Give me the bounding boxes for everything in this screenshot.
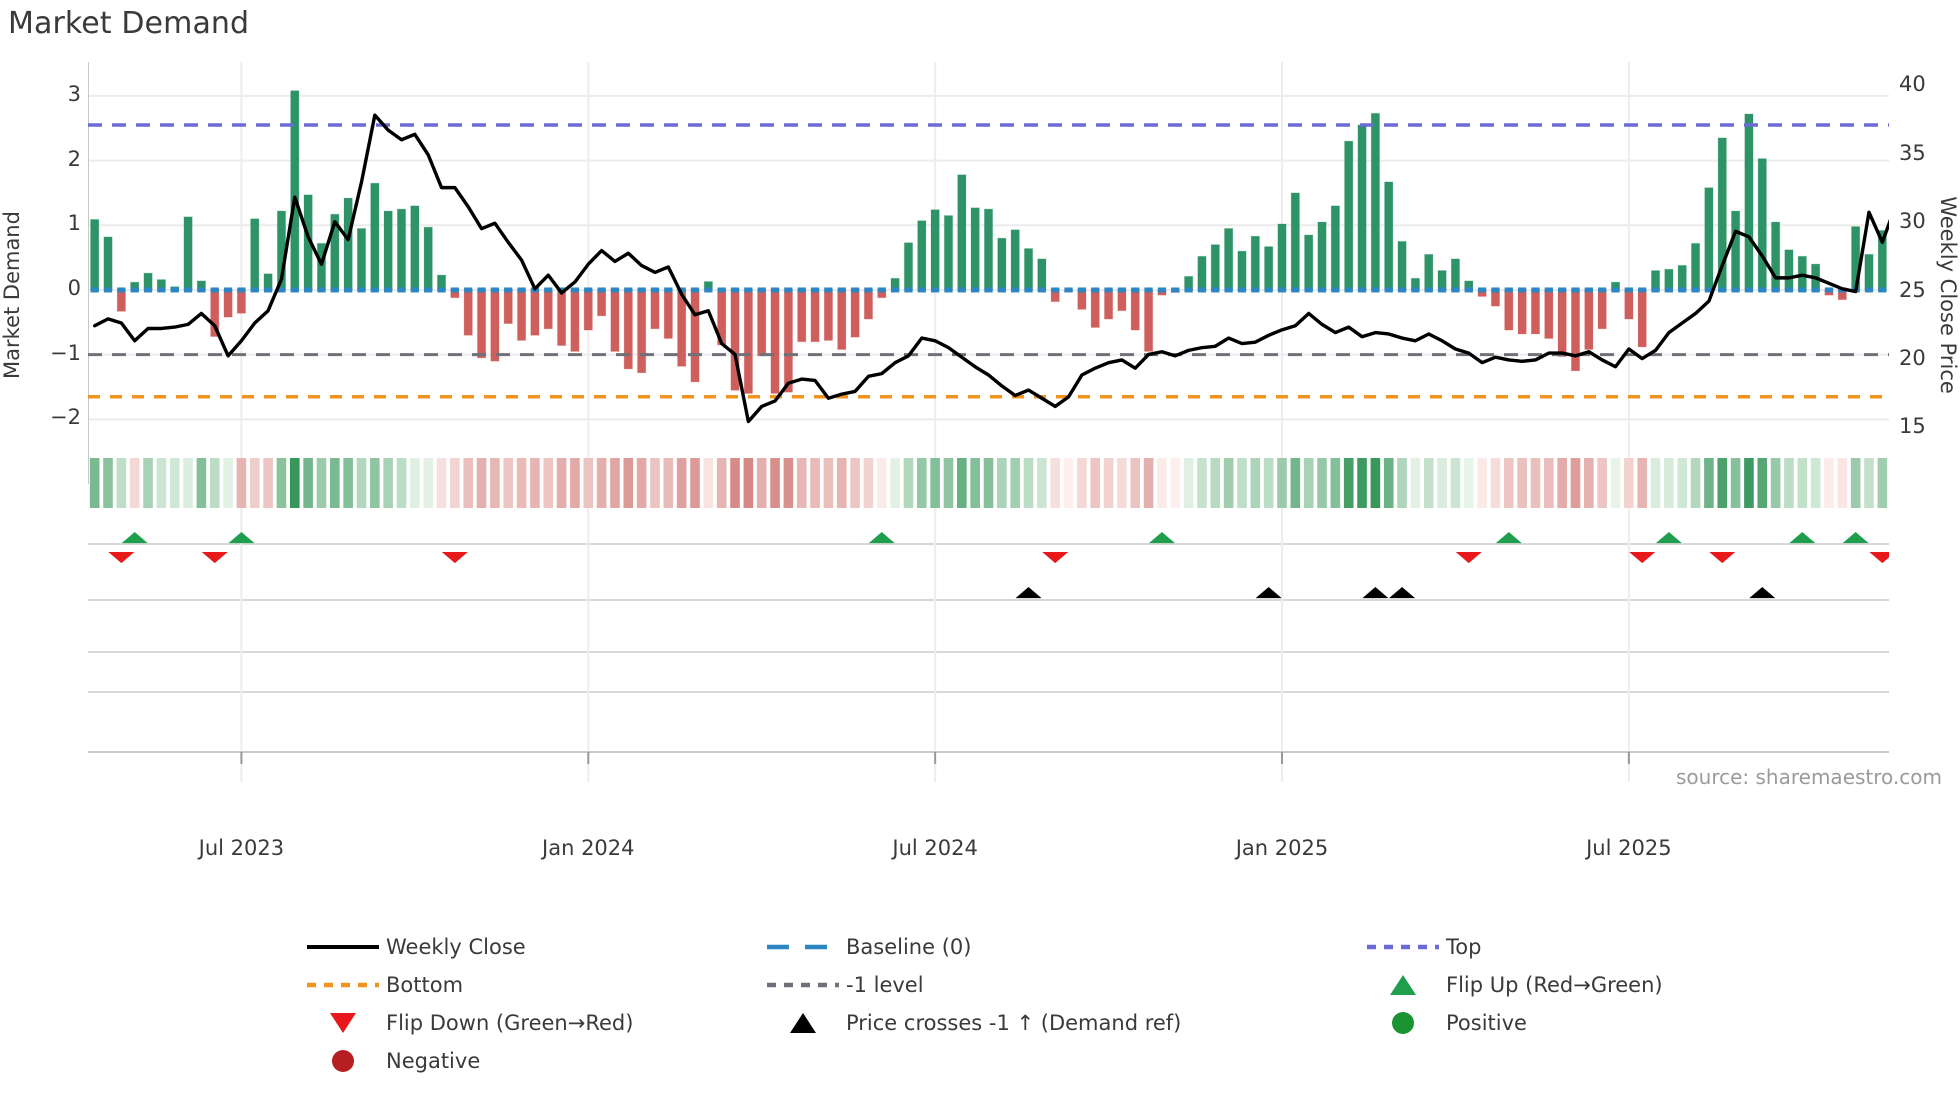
legend-entry[interactable]: Negative (300, 1042, 760, 1080)
legend-label: Weekly Close (386, 935, 526, 959)
y-axis-left-tick: −1 (50, 340, 81, 365)
legend-label: Flip Up (Red→Green) (1446, 973, 1663, 997)
y-axis-right-tick: 40 (1899, 72, 1926, 97)
chart-plot-area (88, 62, 1889, 824)
y-axis-right-tick: 35 (1899, 140, 1926, 165)
legend-label: Bottom (386, 973, 464, 997)
y-axis-left-tick: 2 (67, 146, 81, 171)
dot-icon (300, 1050, 386, 1072)
legend-entry[interactable]: -1 level (760, 966, 1360, 1004)
dotted-line-icon (1360, 941, 1446, 953)
legend-label: Positive (1446, 1011, 1527, 1035)
dotted-line-icon (760, 979, 846, 991)
weekly-close-line (92, 113, 1889, 424)
demand-heatmap-strip (89, 458, 1888, 508)
dashed-line-icon (760, 941, 846, 953)
y-axis-left-tick: 0 (67, 275, 81, 300)
triangle-up-icon (760, 1013, 846, 1033)
legend-entry[interactable]: Weekly Close (300, 928, 760, 966)
dot-icon (1360, 1012, 1446, 1034)
legend-label: Flip Down (Green→Red) (386, 1011, 634, 1035)
solid-line-icon (300, 945, 386, 949)
signal-markers (108, 532, 1889, 599)
legend-entry[interactable]: Positive (1360, 1004, 1700, 1042)
y-axis-left-tick: −2 (50, 405, 81, 430)
chart-legend: Weekly Close Baseline (0) Top Bottom -1 leve… (300, 928, 1700, 1080)
triangle-down-icon (300, 1013, 386, 1033)
legend-entry[interactable]: Bottom (300, 966, 760, 1004)
demand-bars (90, 90, 1887, 394)
page-title: Market Demand (8, 6, 250, 41)
y-axis-right-tick: 25 (1899, 277, 1926, 302)
x-axis-tick: Jan 2024 (542, 836, 635, 860)
y-axis-right-tick: 20 (1899, 345, 1926, 370)
legend-entry[interactable]: Flip Down (Green→Red) (300, 1004, 760, 1042)
legend-label: Price crosses -1 ↑ (Demand ref) (846, 1011, 1182, 1035)
y-axis-right-tick: 30 (1899, 209, 1926, 234)
legend-label: Baseline (0) (846, 935, 972, 959)
legend-entry[interactable]: Top (1360, 928, 1700, 966)
y-axis-left-tick: 3 (67, 81, 81, 106)
legend-label: -1 level (846, 973, 924, 997)
triangle-up-icon (1360, 975, 1446, 995)
x-axis-tick: Jul 2024 (892, 836, 978, 860)
gridlines (88, 62, 1889, 782)
legend-entry[interactable]: Flip Up (Red→Green) (1360, 966, 1700, 1004)
reference-lines (88, 123, 1889, 399)
x-axis-tick: Jul 2023 (198, 836, 285, 860)
x-axis-tick: Jul 2025 (1586, 836, 1672, 860)
source-note: source: sharemaestro.com (1676, 765, 1942, 789)
legend-entry[interactable]: Baseline (0) (760, 928, 1360, 966)
legend-label: Top (1446, 935, 1482, 959)
legend-entry[interactable]: Price crosses -1 ↑ (Demand ref) (760, 1004, 1360, 1042)
market-demand-chart (88, 62, 1889, 782)
legend-label: Negative (386, 1049, 481, 1073)
y-axis-right-tick: 15 (1899, 414, 1926, 439)
y-axis-left-tick: 1 (67, 211, 81, 236)
x-axis-tick: Jan 2025 (1235, 836, 1329, 860)
dotted-line-icon (300, 979, 386, 991)
